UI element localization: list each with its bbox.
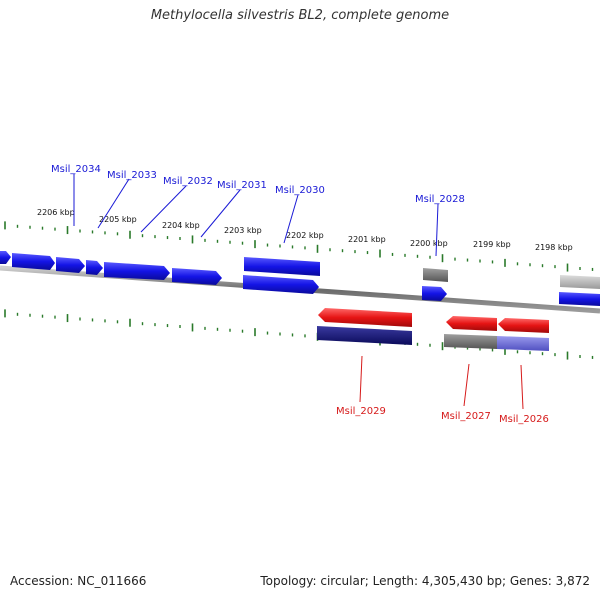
kbp-labels: 2206 kbp 2205 kbp 2204 kbp 2203 kbp 2202…	[37, 208, 573, 252]
kbp-label: 2200 kbp	[410, 239, 448, 248]
leader-line	[283, 194, 299, 244]
gene-label[interactable]: Msil_2027	[441, 411, 491, 422]
gene-box[interactable]	[444, 334, 497, 349]
gene-arrow[interactable]	[318, 308, 412, 327]
gene-leader-lines	[73, 174, 524, 410]
gene-arrow[interactable]	[498, 318, 549, 333]
gene-arrow[interactable]	[243, 275, 319, 294]
gene-label[interactable]: Msil_2029	[336, 406, 386, 417]
gene-arrow[interactable]	[56, 257, 85, 273]
gene-arrow[interactable]	[86, 260, 103, 275]
genome-stats-label: Topology: circular; Length: 4,305,430 bp…	[260, 574, 590, 588]
kbp-label: 2201 kbp	[348, 235, 386, 244]
kbp-label: 2199 kbp	[473, 240, 511, 249]
tick-row-top	[4, 221, 594, 272]
gene-label[interactable]: Msil_2030	[275, 185, 325, 196]
gene-arrow[interactable]	[422, 286, 447, 301]
leader-line	[200, 189, 241, 238]
gene-box[interactable]	[317, 326, 412, 345]
gene-box[interactable]	[559, 292, 600, 306]
leader-line	[140, 185, 187, 233]
leader-line	[463, 363, 470, 407]
gene-label[interactable]: Msil_2033	[107, 170, 157, 181]
gene-arrow[interactable]	[172, 268, 222, 285]
gene-labels: Msil_2034 Msil_2033 Msil_2032 Msil_2031 …	[51, 164, 549, 425]
leader-line	[520, 364, 524, 410]
gene-arrow[interactable]	[104, 262, 170, 280]
kbp-label: 2203 kbp	[224, 226, 262, 235]
map-title: Methylocella silvestris BL2, complete ge…	[150, 8, 450, 23]
kbp-label: 2206 kbp	[37, 208, 75, 217]
leader-line	[359, 355, 363, 403]
gene-label[interactable]: Msil_2031	[217, 180, 267, 191]
gene-box[interactable]	[497, 336, 549, 351]
kbp-label: 2198 kbp	[535, 243, 573, 252]
gene-label[interactable]: Msil_2032	[163, 176, 213, 187]
leader-line	[97, 178, 130, 229]
gene-label[interactable]: Msil_2026	[499, 414, 549, 425]
gene-arrow[interactable]	[446, 316, 497, 331]
gene-box[interactable]	[244, 257, 320, 276]
gene-arrow[interactable]	[12, 253, 55, 270]
gene-box[interactable]	[423, 268, 448, 282]
tick-row-bottom	[4, 309, 594, 360]
kbp-label: 2205 kbp	[99, 215, 137, 224]
kbp-label: 2202 kbp	[286, 231, 324, 240]
gene-label[interactable]: Msil_2028	[415, 194, 465, 205]
gene-label[interactable]: Msil_2034	[51, 164, 101, 175]
gene-arrow[interactable]	[0, 251, 11, 264]
reverse-strand-genes	[317, 308, 549, 351]
kbp-label: 2204 kbp	[162, 221, 200, 230]
accession-label: Accession: NC_011666	[10, 574, 147, 588]
forward-strand-genes	[0, 251, 600, 306]
gene-box[interactable]	[560, 275, 600, 289]
leader-line	[435, 203, 439, 257]
